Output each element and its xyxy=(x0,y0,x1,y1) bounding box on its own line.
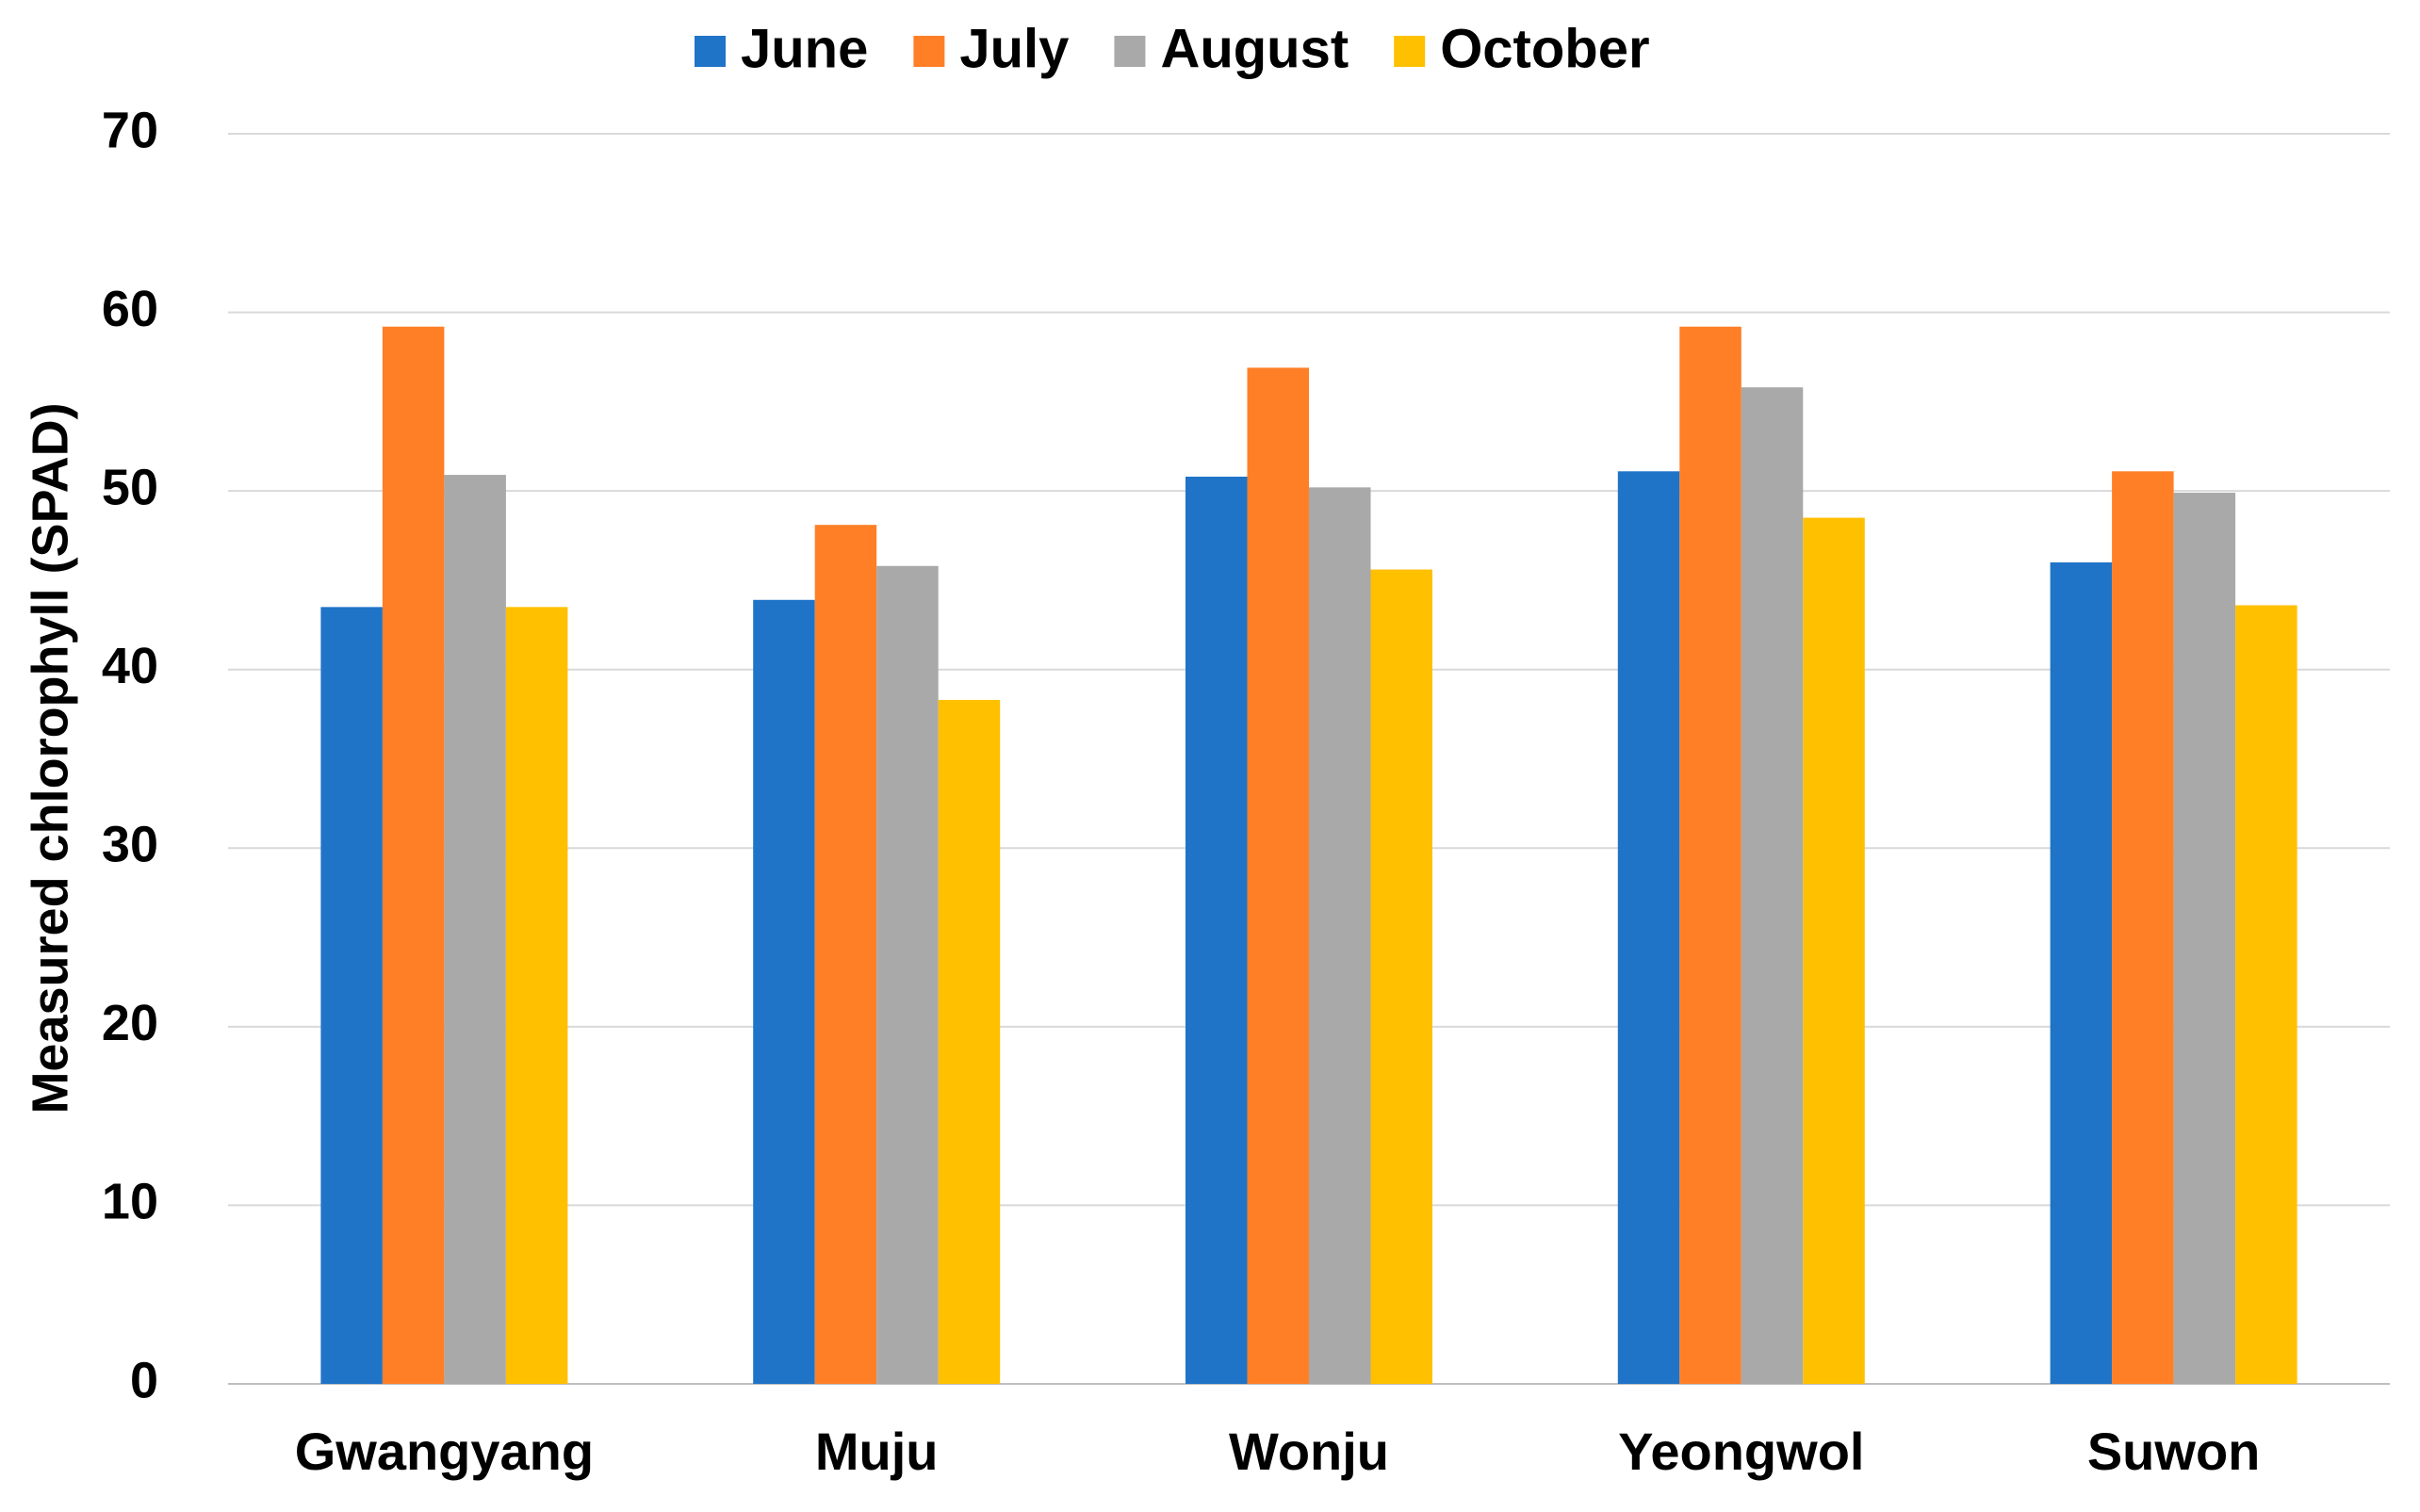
legend-swatch xyxy=(695,36,726,67)
bar xyxy=(814,525,877,1384)
legend-label: July xyxy=(959,18,1069,79)
y-tick-label: 20 xyxy=(102,995,158,1051)
bar xyxy=(1741,387,1804,1385)
x-tick-label: Muju xyxy=(815,1422,939,1481)
x-tick-label: Yeongwol xyxy=(1618,1422,1864,1481)
y-tick-label: 70 xyxy=(102,102,158,158)
bar xyxy=(2173,493,2236,1384)
bar xyxy=(382,326,445,1384)
bar xyxy=(1185,476,1248,1384)
bar xyxy=(1679,326,1741,1384)
y-tick-label: 60 xyxy=(102,281,158,337)
x-tick-label: Suwon xyxy=(2087,1422,2261,1481)
legend-label: August xyxy=(1160,18,1349,79)
y-tick-label: 10 xyxy=(102,1174,158,1230)
bar xyxy=(1309,487,1371,1384)
bar xyxy=(938,699,1001,1384)
bar xyxy=(1617,471,1680,1384)
legend-swatch xyxy=(1114,36,1146,67)
bar xyxy=(444,475,506,1384)
bar xyxy=(2235,605,2297,1384)
bar xyxy=(1803,517,1865,1384)
bar xyxy=(505,607,568,1384)
bar xyxy=(876,565,939,1384)
legend-label: June xyxy=(741,18,868,79)
y-axis-title: Measured chlorophyll (SPAD) xyxy=(22,402,78,1114)
x-tick-label: Wonju xyxy=(1229,1422,1389,1481)
bar xyxy=(1247,367,1309,1384)
bar xyxy=(2050,561,2113,1384)
bar xyxy=(2112,471,2174,1384)
legend-label: October xyxy=(1440,18,1649,79)
y-tick-label: 0 xyxy=(130,1352,158,1408)
x-tick-label: Gwangyang xyxy=(295,1422,594,1481)
legend-swatch xyxy=(1394,36,1426,67)
y-tick-label: 50 xyxy=(102,459,158,515)
bar xyxy=(753,599,815,1384)
bar xyxy=(1370,569,1432,1384)
y-tick-label: 40 xyxy=(102,638,158,694)
legend-swatch xyxy=(913,36,945,67)
y-tick-label: 30 xyxy=(102,817,158,873)
bar xyxy=(320,607,383,1384)
